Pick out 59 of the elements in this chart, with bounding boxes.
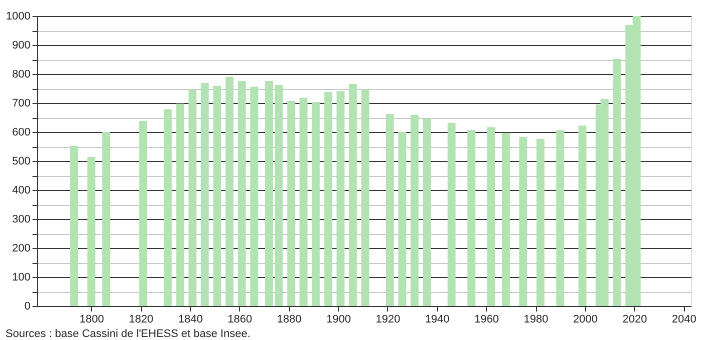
y-tick-label: 200	[12, 242, 30, 254]
bar	[264, 80, 273, 306]
bar	[312, 102, 320, 306]
bar	[188, 89, 196, 306]
bar	[467, 130, 476, 306]
x-tick-label: 1900	[326, 314, 351, 326]
y-tick-label: 100	[12, 272, 30, 284]
x-tick-label: 1820	[128, 314, 154, 326]
bar	[386, 114, 394, 306]
bar	[226, 76, 234, 306]
x-tick-label: 1840	[178, 314, 203, 326]
y-tick-label: 400	[12, 184, 30, 196]
bar	[176, 104, 184, 306]
bar	[324, 92, 332, 306]
bar	[274, 85, 283, 306]
bar	[519, 136, 528, 306]
bar	[578, 126, 586, 306]
bar	[487, 127, 496, 306]
x-tick-label: 1980	[524, 314, 548, 326]
bar	[300, 98, 308, 306]
y-tick-label: 600	[12, 126, 30, 138]
bar	[87, 156, 96, 306]
bar	[536, 138, 544, 306]
bar	[556, 130, 564, 306]
x-tick-label: 1860	[228, 314, 252, 326]
bar	[200, 82, 209, 306]
bar	[250, 86, 258, 306]
y-tick-label: 700	[12, 98, 30, 110]
bar	[410, 114, 419, 306]
bar	[238, 80, 246, 306]
y-tick-label: 500	[12, 156, 30, 168]
bar	[612, 58, 621, 306]
bar	[398, 132, 406, 306]
x-tick-label: 2040	[672, 314, 696, 326]
y-tick-label: 1000	[6, 10, 30, 22]
x-tick-label: 2020	[622, 314, 647, 326]
y-tick-label: 900	[12, 40, 30, 52]
bar	[448, 123, 456, 306]
x-tick-label: 1920	[376, 314, 400, 326]
source-note: Sources : base Cassini de l'EHESS et base Insee.	[6, 328, 250, 340]
y-tick-label: 300	[12, 214, 30, 226]
bar	[348, 84, 357, 306]
bar	[213, 86, 222, 306]
bar	[422, 118, 431, 306]
x-tick-label: 1880	[276, 314, 302, 326]
x-tick-label: 1960	[474, 314, 499, 326]
y-tick-label: 800	[12, 68, 30, 80]
x-tick-label: 2000	[573, 314, 598, 326]
x-tick-label: 1940	[425, 314, 450, 326]
bar	[287, 100, 296, 306]
bar	[361, 89, 370, 306]
y-tick-label: 0	[24, 300, 30, 312]
bar	[502, 132, 510, 306]
bar	[164, 109, 172, 306]
bar	[336, 91, 345, 306]
x-tick-label: 1800	[80, 314, 104, 326]
bar	[70, 146, 78, 306]
bar	[102, 132, 110, 306]
bar	[139, 120, 148, 306]
